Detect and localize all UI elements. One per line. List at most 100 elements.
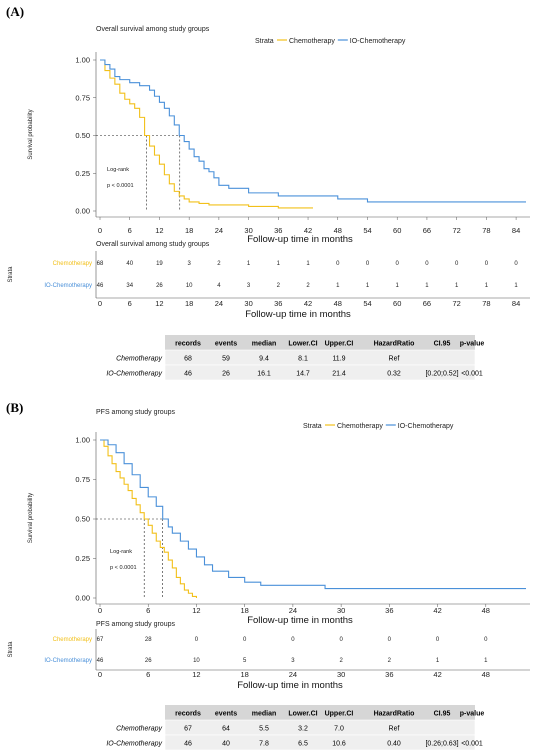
risk-x-tick-label: 0 (98, 670, 102, 679)
summary-table-cell: 40 (222, 741, 230, 748)
risk-x-tick-label: 18 (241, 670, 249, 679)
x-tick-label: 30 (337, 606, 345, 615)
summary-table-header: median (252, 341, 277, 348)
summary-table-row-bg (164, 734, 476, 750)
risk-count: 0 (514, 261, 518, 267)
chart-title: Overall survival among study groups (96, 26, 210, 33)
risk-count: 10 (193, 658, 200, 664)
summary-table-cell: 67 (184, 726, 192, 733)
x-axis-label: Follow-up time in months (247, 615, 353, 626)
y-tick-label: 0.25 (75, 554, 90, 563)
risk-count: 0 (291, 637, 295, 643)
summary-table-row-name: Chemotherapy (116, 356, 162, 363)
risk-x-tick-label: 60 (393, 299, 401, 308)
summary-table-cell: Ref (389, 356, 400, 363)
risk-x-tick-label: 24 (215, 299, 223, 308)
pvalue-label: p < 0.0001 (110, 565, 137, 571)
risk-count: 4 (217, 283, 221, 289)
chart-title: PFS among study groups (96, 409, 175, 416)
x-tick-label: 60 (393, 226, 401, 235)
chemotherapy-curve (100, 439, 198, 598)
risk-count: 40 (126, 261, 133, 267)
x-tick-label: 6 (128, 226, 132, 235)
summary-table-cell: 6.5 (298, 741, 308, 748)
x-tick-label: 6 (146, 606, 150, 615)
risk-count: 1 (436, 658, 440, 664)
risk-x-tick-label: 24 (289, 670, 297, 679)
risk-x-tick-label: 48 (482, 670, 490, 679)
x-tick-label: 84 (512, 226, 520, 235)
risk-strata-label: Strata (8, 641, 14, 658)
risk-count: 0 (339, 637, 343, 643)
summary-table-cell: 14.7 (296, 371, 310, 378)
summary-table-cell: 7.8 (259, 741, 269, 748)
legend-entry: Chemotherapy (289, 38, 335, 45)
summary-table-row-bg (164, 349, 476, 366)
risk-table-title: Overall survival among study groups (96, 241, 210, 248)
summary-table-cell: <0.001 (461, 741, 483, 748)
summary-table-cell: 9.4 (259, 356, 269, 363)
legend-title: Strata (303, 423, 322, 430)
pvalue-label: p < 0.0001 (107, 183, 134, 189)
x-tick-label: 48 (482, 606, 490, 615)
summary-table-cell: 68 (184, 356, 192, 363)
summary-table-header-bg (165, 335, 475, 350)
x-tick-label: 0 (98, 226, 102, 235)
risk-x-tick-label: 78 (482, 299, 490, 308)
y-tick-label: 0.75 (75, 475, 90, 484)
y-tick-label: 1.00 (75, 436, 90, 445)
summary-table-cell: 10.6 (332, 741, 346, 748)
y-tick-label: 0.25 (75, 169, 90, 178)
risk-count: 0 (366, 261, 370, 267)
io-chemotherapy-curve (100, 439, 526, 590)
risk-count: 1 (396, 283, 400, 289)
risk-x-tick-label: 42 (304, 299, 312, 308)
summary-table-cell: 0.40 (387, 741, 401, 748)
y-tick-label: 0.00 (75, 594, 90, 603)
risk-x-tick-label: 6 (128, 299, 132, 308)
risk-count: 46 (97, 658, 104, 664)
risk-count: 68 (97, 261, 104, 267)
x-tick-label: 54 (363, 226, 371, 235)
risk-x-tick-label: 6 (146, 670, 150, 679)
summary-table-header: HazardRatio (374, 341, 415, 348)
risk-x-tick-label: 84 (512, 299, 520, 308)
summary-table-header: Lower.CI (288, 711, 317, 718)
risk-x-tick-label: 36 (274, 299, 282, 308)
risk-count: 19 (156, 261, 163, 267)
y-axis-label: Survival probability (28, 493, 34, 543)
y-tick-label: 0.00 (75, 207, 90, 216)
risk-count: 0 (485, 261, 489, 267)
x-tick-label: 78 (482, 226, 490, 235)
legend-title: Strata (255, 38, 274, 45)
x-tick-label: 36 (274, 226, 282, 235)
legend-entry: IO-Chemotherapy (398, 423, 454, 430)
risk-x-tick-label: 0 (98, 299, 102, 308)
summary-table-cell: [0.26;0.63] (425, 741, 458, 748)
panel-letter: (B) (6, 400, 23, 415)
risk-x-tick-label: 54 (363, 299, 371, 308)
risk-count: 10 (186, 283, 193, 289)
risk-row-name: Chemotherapy (53, 261, 92, 267)
summary-table-cell: 46 (184, 741, 192, 748)
risk-x-tick-label: 36 (385, 670, 393, 679)
risk-x-tick-label: 12 (155, 299, 163, 308)
risk-x-tick-label: 12 (192, 670, 200, 679)
risk-count: 2 (339, 658, 343, 664)
x-tick-label: 36 (385, 606, 393, 615)
summary-table-row-bg (164, 364, 476, 381)
summary-table-header: records (175, 711, 201, 718)
summary-table-cell: <0.001 (461, 371, 483, 378)
risk-count: 34 (126, 283, 133, 289)
risk-row-name: IO-Chemotherapy (44, 283, 92, 289)
risk-count: 1 (247, 261, 251, 267)
risk-count: 28 (145, 637, 152, 643)
summary-table-cell: 64 (222, 726, 230, 733)
risk-x-tick-label: 72 (452, 299, 460, 308)
summary-table-row-name: IO-Chemotherapy (106, 371, 162, 378)
risk-count: 3 (291, 658, 295, 664)
summary-table-cell: 3.2 (298, 726, 308, 733)
risk-count: 1 (484, 658, 488, 664)
risk-count: 2 (277, 283, 281, 289)
